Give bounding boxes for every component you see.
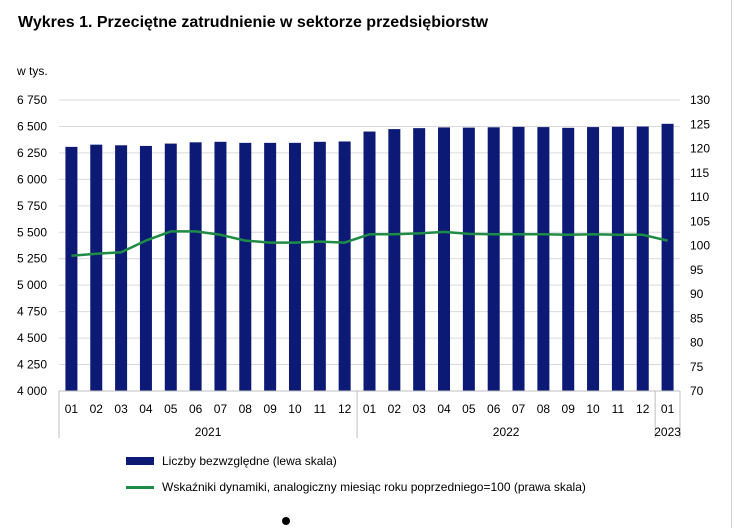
x-tick-label: 06 — [487, 402, 501, 416]
x-tick-label: 12 — [636, 402, 650, 416]
x-tick-label: 07 — [214, 402, 228, 416]
x-tick-label: 08 — [239, 402, 253, 416]
bar — [239, 142, 252, 391]
bar — [90, 144, 103, 391]
left-axis-unit: w tys. — [17, 64, 48, 78]
bar — [438, 127, 451, 391]
bar — [636, 126, 649, 391]
bar — [413, 128, 426, 391]
legend-bar-swatch — [126, 457, 154, 465]
bullet-dot — [282, 517, 290, 525]
bar — [661, 123, 674, 392]
x-tick-label: 03 — [413, 402, 427, 416]
x-tick-label: 05 — [462, 402, 476, 416]
right-tick-label: 100 — [690, 239, 710, 253]
bar — [214, 141, 227, 391]
left-tick-label: 5 500 — [17, 225, 47, 239]
right-tick-label: 75 — [690, 360, 704, 374]
left-tick-label: 5 750 — [17, 199, 47, 213]
year-label: 2021 — [195, 425, 222, 439]
bar — [264, 142, 277, 391]
right-tick-label: 90 — [690, 287, 704, 301]
x-tick-label: 01 — [661, 402, 675, 416]
x-tick-label: 06 — [189, 402, 203, 416]
bar — [313, 141, 326, 391]
x-tick-label: 02 — [388, 402, 402, 416]
x-tick-label: 10 — [586, 402, 600, 416]
bar — [164, 143, 177, 391]
x-tick-label: 07 — [512, 402, 526, 416]
bar — [462, 127, 475, 392]
frame-border — [731, 0, 732, 528]
bar — [189, 142, 202, 391]
bar — [587, 127, 600, 392]
x-tick-label: 01 — [363, 402, 377, 416]
bar — [388, 129, 401, 391]
left-tick-label: 6 250 — [17, 146, 47, 160]
legend-bar-label: Liczby bezwzględne (lewa skala) — [162, 454, 337, 468]
x-tick-label: 09 — [562, 402, 576, 416]
left-tick-label: 6 500 — [17, 119, 47, 133]
bar — [65, 146, 78, 391]
x-tick-label: 04 — [437, 402, 451, 416]
x-tick-label: 09 — [263, 402, 277, 416]
legend-line-swatch — [126, 485, 154, 489]
bar — [139, 145, 152, 391]
right-tick-label: 120 — [690, 142, 710, 156]
left-tick-label: 4 250 — [17, 358, 47, 372]
right-tick-label: 70 — [690, 384, 704, 398]
chart-title: Wykres 1. Przeciętne zatrudnienie w sekt… — [18, 14, 489, 31]
x-tick-label: 11 — [612, 402, 625, 416]
bar — [562, 127, 575, 391]
x-tick-label: 02 — [90, 402, 104, 416]
right-tick-label: 130 — [690, 93, 710, 107]
x-tick-label: 03 — [114, 402, 128, 416]
x-tick-label: 04 — [139, 402, 153, 416]
bar — [363, 131, 376, 391]
x-tick-label: 12 — [338, 402, 352, 416]
right-tick-label: 95 — [690, 263, 704, 277]
left-tick-label: 4 500 — [17, 331, 47, 345]
year-label: 2022 — [493, 425, 520, 439]
bar — [487, 127, 500, 392]
x-tick-label: 05 — [164, 402, 178, 416]
bar — [512, 126, 525, 392]
bar — [288, 142, 301, 391]
right-tick-label: 80 — [690, 336, 704, 350]
right-tick-label: 125 — [690, 117, 710, 131]
bar — [611, 126, 624, 391]
left-tick-label: 6 750 — [17, 93, 47, 107]
left-tick-label: 5 000 — [17, 278, 47, 292]
x-tick-label: 10 — [288, 402, 302, 416]
left-tick-label: 4 000 — [17, 384, 47, 398]
bar — [115, 145, 128, 391]
legend-line-label: Wskaźniki dynamiki, analogiczny miesiąc … — [162, 480, 586, 494]
left-tick-label: 6 000 — [17, 172, 47, 186]
left-tick-label: 5 250 — [17, 252, 47, 266]
right-tick-label: 115 — [690, 166, 709, 180]
right-tick-label: 105 — [690, 214, 710, 228]
dynamics-line — [71, 230, 668, 257]
x-tick-label: 08 — [537, 402, 551, 416]
left-tick-label: 4 750 — [17, 305, 47, 319]
legend-item-bars: Liczby bezwzględne (lewa skala) — [126, 454, 337, 468]
year-label: 2023 — [654, 425, 681, 439]
right-tick-label: 110 — [690, 190, 709, 204]
x-tick-label: 11 — [314, 402, 327, 416]
legend-item-line: Wskaźniki dynamiki, analogiczny miesiąc … — [126, 480, 586, 494]
bar — [537, 127, 550, 392]
right-tick-label: 85 — [690, 311, 704, 325]
x-tick-label: 01 — [65, 402, 79, 416]
bar — [338, 141, 351, 391]
